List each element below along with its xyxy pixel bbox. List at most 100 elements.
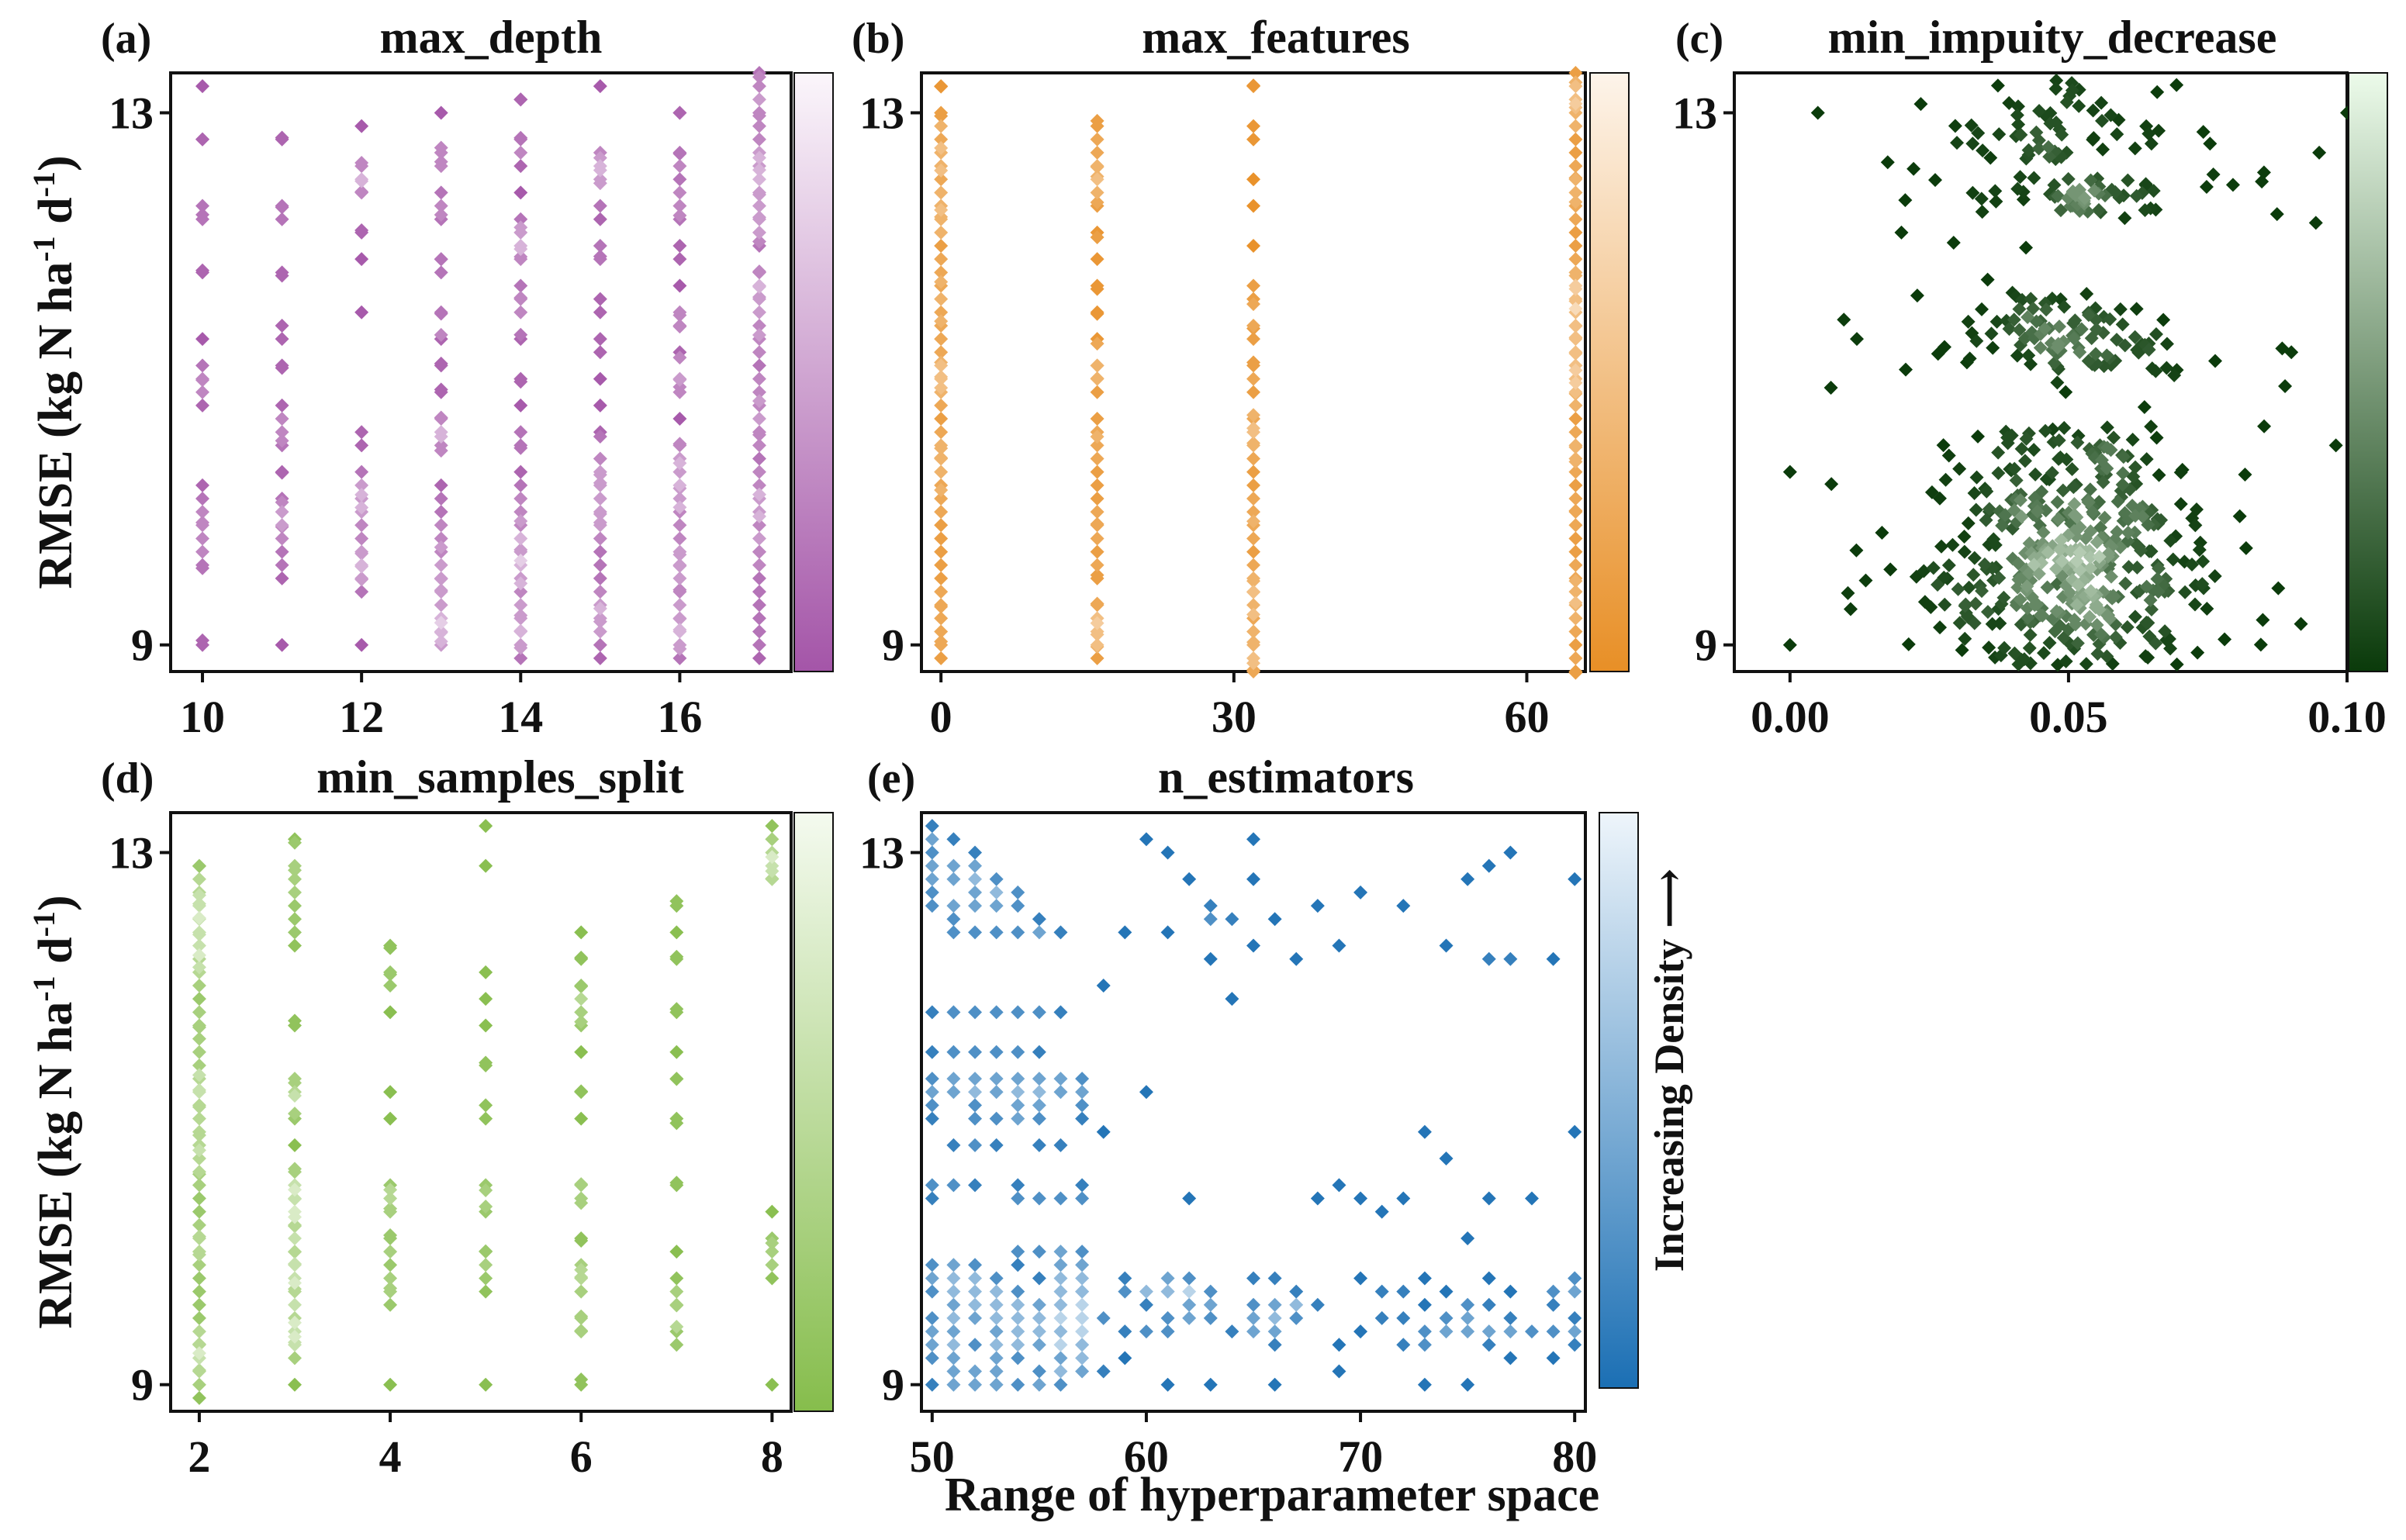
data-point-c-15 <box>2256 613 2270 627</box>
data-point-c-263 <box>2017 454 2032 468</box>
data-point-b-102 <box>1246 505 1260 520</box>
points-a <box>195 66 766 665</box>
data-point-d-60 <box>192 1271 206 1286</box>
data-point-c-388 <box>2012 302 2027 316</box>
data-point-c-30 <box>1824 381 1838 395</box>
data-point-c-157 <box>1967 485 1982 500</box>
data-point-b-133 <box>934 292 949 306</box>
data-point-b-1 <box>1246 199 1260 213</box>
data-point-c-674 <box>2053 543 2068 558</box>
data-point-b-29 <box>1090 544 1104 559</box>
data-point-e-122 <box>968 1005 983 1020</box>
data-point-a-4 <box>354 305 369 319</box>
points-d <box>192 819 780 1405</box>
data-point-a-169 <box>593 531 607 546</box>
data-point-c-66 <box>2173 465 2188 480</box>
data-point-a-61 <box>672 239 687 254</box>
data-point-e-229 <box>1461 1324 1475 1339</box>
data-point-b-67 <box>934 585 949 599</box>
data-point-c-589 <box>2090 618 2104 633</box>
data-point-d-92 <box>192 1217 206 1232</box>
data-point-e-243 <box>968 872 983 886</box>
data-point-c-355 <box>2109 333 2124 347</box>
data-point-b-74 <box>934 332 949 347</box>
data-point-a-170 <box>593 451 607 466</box>
data-point-c-185 <box>2166 552 2180 567</box>
data-point-a-108 <box>593 199 607 213</box>
data-point-c-42 <box>1936 438 1951 453</box>
data-point-c-73 <box>2206 167 2221 182</box>
data-point-a-116 <box>752 611 766 626</box>
data-point-e-94 <box>1096 1364 1111 1379</box>
data-point-e-235 <box>946 1338 961 1352</box>
data-point-b-71 <box>934 425 949 440</box>
x-tick-label-d-3: 8 <box>761 1431 783 1482</box>
data-point-c-258 <box>2007 461 2022 476</box>
data-point-e-60 <box>946 1138 961 1152</box>
data-point-c-340 <box>1979 513 1993 527</box>
data-point-c-207 <box>2072 98 2086 113</box>
data-point-e-234 <box>1568 1284 1582 1299</box>
colorbar-b <box>1589 72 1630 672</box>
data-point-e-106 <box>925 1098 939 1113</box>
data-point-b-206 <box>1568 346 1583 361</box>
data-point-c-119 <box>1957 544 1972 559</box>
data-point-c-354 <box>2142 343 2156 357</box>
data-point-b-208 <box>1568 330 1583 345</box>
data-point-a-261 <box>672 611 687 626</box>
data-point-a-99 <box>513 130 528 145</box>
data-point-a-250 <box>593 491 607 506</box>
data-point-e-182 <box>946 1297 961 1312</box>
data-point-d-156 <box>192 1100 206 1114</box>
data-point-d-12 <box>574 1111 589 1126</box>
data-point-e-185 <box>946 1072 961 1086</box>
data-point-c-29 <box>2294 616 2308 631</box>
data-point-e-71 <box>1053 1138 1068 1152</box>
data-point-c-37 <box>1894 225 1909 240</box>
axes-a: 10 12 14 16 9 13 <box>109 88 702 742</box>
data-point-a-326 <box>434 616 448 630</box>
axes-c: 0.00 0.05 0.10 9 13 <box>1672 88 2387 742</box>
data-point-d-143 <box>192 1337 206 1352</box>
data-point-a-131 <box>195 373 210 388</box>
data-point-b-68 <box>934 505 949 520</box>
x-tick-label-a-3: 16 <box>657 692 702 742</box>
data-point-c-394 <box>2091 202 2106 217</box>
data-point-e-50 <box>1503 845 1518 860</box>
data-point-e-256 <box>1032 1085 1046 1100</box>
data-point-e-16 <box>1160 925 1175 940</box>
data-point-c-447 <box>2100 348 2114 363</box>
data-point-d-186 <box>192 938 206 953</box>
points-b <box>934 66 1583 680</box>
data-point-b-20 <box>934 531 949 546</box>
data-point-c-634 <box>2067 508 2082 523</box>
x-tick-label-d-0: 2 <box>188 1431 210 1482</box>
data-point-c-52 <box>2199 179 2214 194</box>
data-point-e-162 <box>1439 1310 1454 1325</box>
data-point-c-127 <box>2113 302 2128 316</box>
data-point-e-26 <box>1139 832 1153 847</box>
data-point-c-560 <box>2021 309 2035 324</box>
data-point-e-161 <box>1417 1324 1432 1339</box>
x-tick-label-e-2: 70 <box>1338 1431 1383 1482</box>
data-point-c-26 <box>1899 362 1913 377</box>
data-point-c-187 <box>2163 533 2178 548</box>
data-point-c-27 <box>2218 632 2232 647</box>
data-point-e-112 <box>946 1045 961 1059</box>
data-point-c-651 <box>2088 600 2103 615</box>
data-point-e-163 <box>1461 1297 1475 1312</box>
data-point-d-175 <box>574 992 589 1007</box>
data-point-c-197 <box>2027 443 2041 458</box>
data-point-c-555 <box>2081 495 2096 509</box>
data-point-e-153 <box>1160 1324 1175 1339</box>
data-point-b-44 <box>1246 355 1260 370</box>
data-point-c-685 <box>2027 558 2041 572</box>
data-point-a-168 <box>593 585 607 599</box>
data-point-e-42 <box>1417 1377 1432 1392</box>
data-point-d-63 <box>192 992 206 1007</box>
data-point-a-315 <box>672 623 687 637</box>
data-point-a-209 <box>752 119 766 133</box>
plot-frame-a <box>169 71 793 673</box>
data-point-e-237 <box>946 1284 961 1299</box>
data-point-c-631 <box>2100 550 2115 565</box>
